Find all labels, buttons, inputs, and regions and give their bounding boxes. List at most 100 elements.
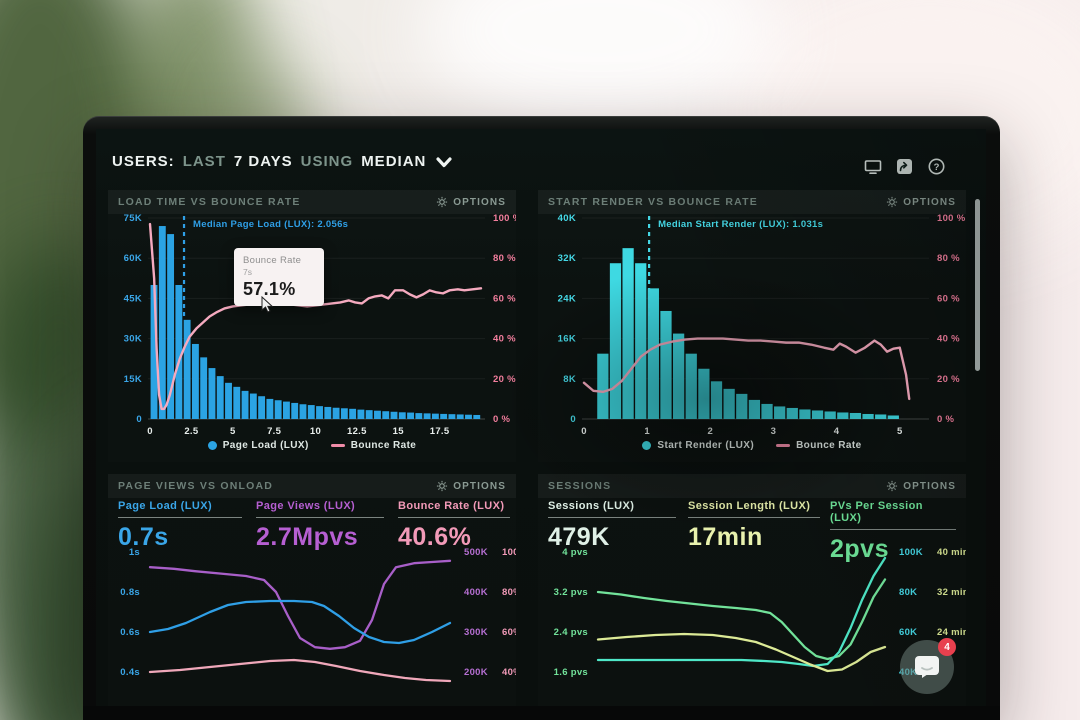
panel-header: START RENDER VS BOUNCE RATE OPTIONS: [538, 190, 966, 214]
svg-text:3.2 pvs: 3.2 pvs: [554, 587, 588, 598]
title-part: LAST: [182, 153, 226, 170]
svg-text:24K: 24K: [558, 293, 576, 304]
svg-text:2: 2: [707, 426, 713, 437]
legend-label: Bounce Rate: [350, 440, 417, 451]
chevron-down-icon: [436, 157, 452, 168]
legend-line-swatch: [776, 444, 791, 447]
monitor-icon[interactable]: [863, 157, 882, 176]
svg-text:40 %: 40 %: [493, 334, 516, 345]
options-button[interactable]: OPTIONS: [886, 196, 956, 208]
svg-text:7.5: 7.5: [267, 426, 282, 437]
svg-text:0: 0: [136, 414, 142, 425]
laptop: USERS: LAST 7 DAYS USING MEDIAN ?: [83, 116, 1000, 720]
panel-load-time: LOAD TIME VS BOUNCE RATE OPTIONS 0 0 % 15K…: [108, 190, 516, 462]
panel-title: SESSIONS: [548, 480, 612, 492]
share-icon[interactable]: [895, 157, 914, 176]
panel-header: PAGE VIEWS VS ONLOAD OPTIONS: [108, 474, 516, 498]
svg-text:1: 1: [644, 426, 650, 437]
svg-text:1s: 1s: [129, 547, 140, 558]
svg-text:60 %: 60 %: [493, 293, 516, 304]
chart-legend: Start Render (LUX) Bounce Rate: [538, 440, 966, 451]
svg-text:10: 10: [310, 426, 321, 437]
mouse-cursor: [261, 296, 274, 313]
stat-underline: [398, 517, 510, 518]
svg-text:3: 3: [771, 426, 777, 437]
options-label: OPTIONS: [903, 196, 956, 208]
stat-underline: [118, 517, 242, 518]
stat-page-load: Page Load (LUX) 0.7s: [118, 500, 242, 552]
svg-text:60K: 60K: [124, 253, 142, 264]
svg-text:400K: 400K: [464, 587, 488, 598]
tooltip-value: 57.1%: [243, 279, 296, 299]
svg-text:60%: 60%: [502, 627, 516, 638]
svg-text:500K: 500K: [464, 547, 488, 558]
options-button[interactable]: OPTIONS: [436, 196, 506, 208]
options-label: OPTIONS: [903, 480, 956, 492]
legend-bounce-rate[interactable]: Bounce Rate: [776, 440, 862, 451]
svg-text:15K: 15K: [124, 374, 142, 385]
dashboard-title-dropdown[interactable]: USERS: LAST 7 DAYS USING MEDIAN: [112, 153, 452, 170]
stat-value: 479K: [548, 523, 610, 551]
svg-text:15: 15: [393, 426, 405, 437]
svg-text:45K: 45K: [124, 293, 142, 304]
svg-text:32 min: 32 min: [937, 587, 966, 598]
legend-bounce-rate[interactable]: Bounce Rate: [330, 440, 417, 451]
stat-underline: [256, 517, 384, 518]
svg-text:60 %: 60 %: [937, 293, 960, 304]
svg-text:0.8s: 0.8s: [120, 587, 140, 598]
chat-badge: 4: [938, 638, 956, 656]
stat-underline: [688, 517, 820, 518]
options-button[interactable]: OPTIONS: [436, 480, 506, 492]
panel-title: PAGE VIEWS VS ONLOAD: [118, 480, 274, 492]
options-label: OPTIONS: [453, 480, 506, 492]
options-button[interactable]: OPTIONS: [886, 480, 956, 492]
chat-bubble-icon: [915, 656, 939, 678]
scrollbar[interactable]: [975, 199, 980, 371]
panel-sessions: SESSIONS OPTIONS Sessions (LUX) 479K Ses…: [538, 474, 966, 706]
chat-widget[interactable]: 4: [900, 638, 956, 694]
stat-session-length: Session Length (LUX) 17min: [688, 500, 820, 552]
svg-text:8K: 8K: [563, 374, 576, 385]
stat-sessions: Sessions (LUX) 479K: [548, 500, 676, 552]
legend-page-load[interactable]: Page Load (LUX): [207, 440, 309, 451]
svg-text:12.5: 12.5: [347, 426, 367, 437]
svg-text:2.5: 2.5: [184, 426, 199, 437]
legend-dot-swatch: [642, 441, 652, 450]
svg-text:0.6s: 0.6s: [120, 627, 140, 638]
start-render-chart[interactable]: 0 0 % 8K 20 % 16K 40 % 24K 60 % 32K 80 % 40K 100 % 0…: [538, 212, 966, 438]
help-icon[interactable]: ?: [927, 157, 946, 176]
dashboard-screen: USERS: LAST 7 DAYS USING MEDIAN ?: [96, 129, 986, 706]
svg-text:0: 0: [147, 426, 153, 437]
sessions-chart[interactable]: 4 pvs 100K 40 min 3.2 pvs 80K 32 min 2.4 pvs 60…: [538, 544, 966, 706]
tooltip-time: 7s: [243, 267, 252, 277]
tooltip-title: Bounce Rate: [243, 255, 302, 266]
title-part: USERS:: [112, 153, 175, 170]
stats-row: Page Load (LUX) 0.7s Page Views (LUX) 2.…: [108, 500, 516, 552]
gear-icon: [437, 480, 448, 492]
legend-label: Bounce Rate: [796, 440, 862, 451]
legend-start-render[interactable]: Start Render (LUX): [642, 440, 754, 451]
svg-text:4: 4: [834, 426, 840, 437]
title-part: MEDIAN: [361, 153, 427, 170]
svg-text:Median Page Load (LUX): 2.056s: Median Page Load (LUX): 2.056s: [193, 219, 348, 230]
svg-text:80 %: 80 %: [937, 253, 960, 264]
stat-value: 17min: [688, 523, 763, 551]
load-time-chart[interactable]: 0 0 % 15K 20 % 30K 40 % 45K 60 % 60K 80 % 75K 100 %…: [108, 212, 516, 438]
panel-start-render: START RENDER VS BOUNCE RATE OPTIONS 0 0 %…: [538, 190, 966, 462]
options-label: OPTIONS: [453, 196, 506, 208]
svg-text:100%: 100%: [502, 547, 516, 558]
svg-text:100 %: 100 %: [493, 213, 516, 224]
legend-dot-swatch: [207, 441, 217, 450]
svg-text:30K: 30K: [124, 334, 142, 345]
svg-text:5: 5: [897, 426, 903, 437]
legend-label: Start Render (LUX): [657, 440, 755, 451]
page-views-chart[interactable]: 1s 500K 100% 0.8s 400K 80% 0.6s 300K 60% 0.4s 200K…: [108, 544, 516, 706]
svg-text:80%: 80%: [502, 587, 516, 598]
stat-bounce-rate: Bounce Rate (LUX) 40.6%: [398, 500, 510, 552]
stat-page-views: Page Views (LUX) 2.7Mpvs: [256, 500, 384, 552]
svg-text:20 %: 20 %: [493, 374, 516, 385]
legend-line-swatch: [330, 444, 345, 447]
svg-text:0.4s: 0.4s: [120, 667, 140, 678]
svg-text:300K: 300K: [464, 627, 488, 638]
